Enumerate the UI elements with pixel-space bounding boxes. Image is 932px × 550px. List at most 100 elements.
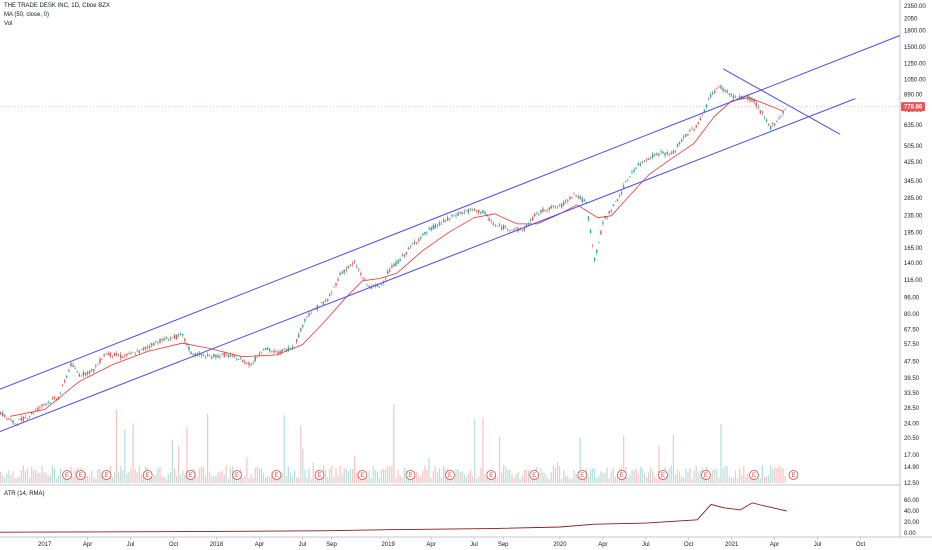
volume-bar — [252, 477, 254, 483]
candle-body — [668, 154, 670, 156]
downtrend-line[interactable] — [722, 68, 841, 135]
volume-bar — [569, 478, 571, 483]
volume-bar — [583, 478, 585, 483]
volume-bar — [474, 419, 476, 483]
candle-body — [558, 204, 561, 206]
candle-body — [695, 125, 697, 128]
candle-body — [405, 252, 407, 255]
atr-legend[interactable]: ATR (14, RMA) — [4, 491, 45, 498]
vol-legend[interactable]: Vol — [4, 21, 12, 28]
volume-bar — [612, 467, 614, 483]
volume-bar — [74, 469, 76, 483]
time-tick-label: 2019 — [382, 542, 396, 548]
candle-body — [235, 359, 238, 361]
volume-bar — [24, 471, 26, 483]
candle-body — [103, 354, 105, 356]
price-axis[interactable]: 2350.00 2050 1800.00 1500.00 1250.00 1050.00 8… — [904, 4, 926, 537]
time-tick-label: Apr — [426, 542, 435, 548]
symbol-legend[interactable]: THE TRADE DESK INC, 1D, Cboe BZX — [4, 3, 110, 10]
volume-bar — [383, 469, 385, 483]
volume-bar — [190, 477, 192, 483]
candle-body — [697, 122, 699, 125]
vol-legend-text: Vol — [4, 21, 13, 27]
volume-bar — [507, 469, 509, 483]
volume-bar — [200, 466, 202, 483]
candle-body — [12, 420, 14, 424]
candle-body — [620, 192, 623, 194]
candle-body — [459, 212, 461, 214]
candle-body — [600, 230, 602, 235]
last-price-tag: 778.86 — [901, 102, 925, 112]
candle-body — [592, 244, 594, 246]
time-tick-label: 2017 — [38, 542, 52, 548]
ma-50-line — [10, 97, 784, 417]
volume-bar — [374, 470, 376, 483]
candle-body — [685, 134, 687, 137]
candle-body — [287, 347, 289, 351]
time-tick-label: Sep — [498, 542, 509, 548]
candle-body — [623, 185, 625, 189]
candle-body — [68, 370, 70, 372]
volume-bar — [10, 475, 12, 483]
volume-bar — [436, 471, 438, 483]
candle-body — [18, 419, 20, 420]
candle-body — [587, 216, 590, 220]
earnings-marker-label: E — [661, 473, 665, 479]
volume-bar — [546, 477, 548, 483]
volume-bar — [14, 478, 16, 483]
candle-body — [14, 423, 16, 425]
candle-body — [120, 354, 122, 358]
channel-lower-line[interactable] — [0, 98, 856, 432]
price-tick-label: 96.00 — [904, 295, 920, 301]
volume-bar — [424, 465, 426, 483]
candle-body — [66, 376, 68, 378]
volume-bar — [772, 469, 774, 483]
volume-bar — [548, 478, 550, 483]
candle-body — [283, 349, 285, 350]
candle-body — [701, 114, 704, 116]
candle-body — [726, 90, 728, 93]
candle-body — [732, 95, 735, 99]
ma-legend[interactable]: MA (50, close, 0) — [4, 12, 49, 19]
candle-body — [751, 98, 753, 102]
volume-bar — [482, 417, 484, 483]
candle-body — [705, 104, 708, 108]
volume-bar — [111, 477, 113, 483]
channel-upper-line[interactable] — [0, 35, 901, 390]
candle-body — [142, 348, 145, 350]
volume-bar — [389, 466, 391, 483]
volume-bar — [722, 468, 724, 483]
trend-lines[interactable] — [0, 35, 901, 432]
candle-body — [573, 192, 575, 194]
volume-bar — [478, 476, 480, 483]
volume-bar — [679, 471, 681, 483]
candle-body — [391, 265, 393, 269]
volume-bar — [151, 477, 153, 483]
earnings-marker-label: E — [146, 473, 150, 479]
volume-bar — [567, 475, 569, 483]
volume-bar — [385, 469, 387, 483]
volume-bar — [368, 470, 370, 483]
candle-body — [78, 374, 80, 377]
candle-body — [333, 286, 335, 288]
candle-body — [579, 196, 581, 200]
volume-bar — [430, 478, 432, 483]
candle-body — [658, 153, 660, 156]
volume-bar — [697, 472, 699, 483]
price-tick-label: 116.00 — [904, 278, 923, 284]
candle-body — [465, 210, 468, 212]
volume-bar — [31, 466, 33, 483]
candle-body — [488, 217, 490, 221]
volume-bar — [335, 467, 337, 483]
candle-body — [455, 215, 457, 217]
volume-bar — [126, 473, 128, 483]
time-axis[interactable]: 2017 Apr Jul Oct 2018 Apr Jul Sep 2019 Apr Jul Sep 2… — [38, 537, 865, 548]
candle-body — [300, 328, 302, 331]
earnings-marker-label: E — [752, 473, 756, 479]
earnings-marker — [357, 470, 368, 480]
earnings-marker-label: E — [620, 473, 624, 479]
candle-body — [509, 230, 511, 231]
candle-body — [279, 350, 281, 355]
earnings-marker — [788, 470, 799, 480]
